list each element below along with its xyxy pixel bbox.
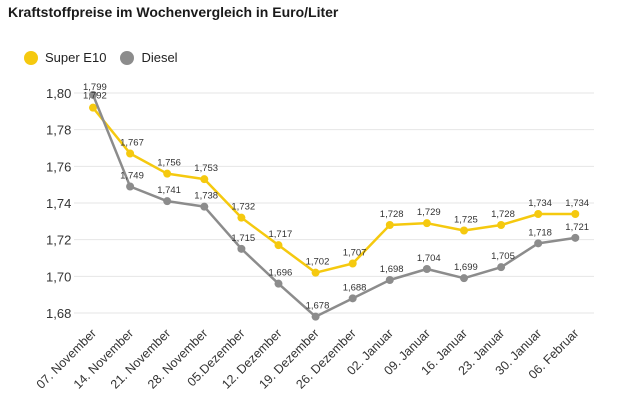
data-point-diesel bbox=[534, 239, 543, 248]
data-label-super: 1,728 bbox=[380, 209, 404, 220]
data-point-diesel bbox=[237, 244, 246, 253]
data-label-diesel: 1,678 bbox=[306, 301, 330, 312]
data-point-super bbox=[126, 149, 135, 158]
data-label-super: 1,729 bbox=[417, 207, 441, 218]
legend-item-diesel: Diesel bbox=[120, 50, 178, 65]
y-tick-label: 1,76 bbox=[46, 159, 71, 174]
data-label-diesel: 1,799 bbox=[83, 82, 107, 93]
data-label-super: 1,725 bbox=[454, 215, 478, 226]
data-label-super: 1,728 bbox=[491, 209, 515, 220]
series-line-super bbox=[92, 106, 576, 274]
data-label-super: 1,734 bbox=[528, 198, 552, 209]
data-label-diesel: 1,738 bbox=[194, 191, 218, 202]
data-point-super bbox=[89, 103, 97, 112]
data-label-super: 1,717 bbox=[269, 229, 293, 240]
data-point-diesel bbox=[311, 312, 320, 321]
data-point-diesel bbox=[422, 265, 431, 273]
data-point-diesel bbox=[200, 202, 209, 211]
data-point-diesel bbox=[274, 279, 283, 288]
data-point-super bbox=[311, 268, 320, 277]
y-tick-label: 1,68 bbox=[46, 306, 71, 321]
data-label-diesel: 1,699 bbox=[454, 262, 478, 273]
y-tick-label: 1,72 bbox=[46, 233, 71, 248]
data-label-super: 1,702 bbox=[306, 257, 330, 268]
data-label-diesel: 1,688 bbox=[343, 282, 367, 293]
data-label-super: 1,732 bbox=[231, 202, 255, 213]
data-label-diesel: 1,749 bbox=[120, 171, 144, 182]
data-point-super bbox=[163, 169, 172, 178]
data-point-diesel bbox=[497, 263, 506, 272]
data-point-super bbox=[571, 210, 580, 218]
data-point-diesel bbox=[385, 276, 394, 284]
y-tick-label: 1,80 bbox=[46, 86, 71, 101]
data-label-diesel: 1,704 bbox=[417, 253, 441, 264]
data-point-super bbox=[460, 226, 468, 235]
data-label-super: 1,756 bbox=[157, 158, 181, 169]
data-point-super bbox=[497, 221, 506, 229]
data-label-super: 1,753 bbox=[194, 163, 218, 174]
data-label-super: 1,792 bbox=[83, 91, 107, 102]
data-label-diesel: 1,741 bbox=[157, 185, 181, 196]
data-label-diesel: 1,718 bbox=[528, 227, 552, 238]
legend-label-super: Super E10 bbox=[45, 50, 107, 65]
data-label-diesel: 1,715 bbox=[231, 233, 255, 244]
series-line-diesel bbox=[91, 94, 576, 318]
data-point-super bbox=[422, 219, 431, 228]
data-point-diesel bbox=[126, 182, 135, 191]
y-tick-label: 1,74 bbox=[46, 196, 71, 211]
data-point-super bbox=[385, 221, 394, 229]
data-label-diesel: 1,705 bbox=[491, 251, 515, 262]
chart-title: Kraftstoffpreise im Wochenvergleich in E… bbox=[8, 4, 339, 20]
legend-label-diesel: Diesel bbox=[141, 50, 178, 65]
data-label-super: 1,734 bbox=[565, 198, 589, 209]
data-label-super: 1,767 bbox=[120, 138, 144, 149]
data-point-super bbox=[534, 210, 543, 218]
y-tick-label: 1,70 bbox=[46, 269, 71, 284]
data-point-diesel bbox=[460, 274, 468, 283]
data-point-super bbox=[237, 213, 246, 222]
legend-swatch-super bbox=[24, 50, 38, 65]
data-label-diesel: 1,696 bbox=[269, 268, 293, 279]
data-point-super bbox=[348, 259, 357, 268]
y-tick-label: 1,78 bbox=[46, 123, 71, 138]
data-point-diesel bbox=[348, 294, 357, 303]
data-point-diesel bbox=[571, 233, 580, 242]
data-point-super bbox=[274, 241, 283, 250]
data-label-super: 1,707 bbox=[343, 248, 367, 259]
data-point-diesel bbox=[89, 90, 97, 99]
data-point-diesel bbox=[163, 197, 172, 206]
data-label-diesel: 1,698 bbox=[380, 264, 404, 275]
data-label-diesel: 1,721 bbox=[565, 222, 589, 233]
legend-swatch-diesel bbox=[120, 50, 135, 65]
legend: Super E10 Diesel bbox=[24, 50, 192, 65]
legend-item-super: Super E10 bbox=[24, 50, 106, 65]
data-point-super bbox=[200, 175, 209, 184]
